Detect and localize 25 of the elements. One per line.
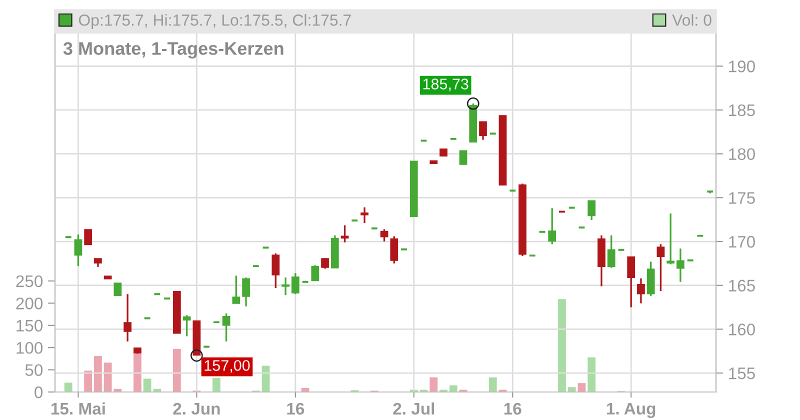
y-tick-label: 180 <box>729 148 755 160</box>
y-tick-label: 170 <box>729 236 755 248</box>
x-tick-label: 15. Mai <box>51 402 105 415</box>
y2-tick-label: 0 <box>34 386 43 398</box>
x-tick-label: 16 <box>287 402 304 415</box>
annotation: 185,73 <box>423 78 468 92</box>
legend-label: Op:175.7, Hi:175.7, Lo:175.5, Cl:175.7 <box>78 14 351 29</box>
x-tick-label: 16 <box>504 402 522 415</box>
text: 3 Monate, 1-Tages-Kerzen <box>63 42 284 59</box>
y-tick-label: 155 <box>729 368 755 380</box>
y2-tick-label: 150 <box>16 320 43 332</box>
y-tick-label: 190 <box>729 60 755 72</box>
y-tick-label: 185 <box>729 104 755 116</box>
x-tick-label: 2. Jul <box>393 402 434 415</box>
x-tick-label: 2. Jun <box>173 402 220 415</box>
y-tick-label: 160 <box>729 324 755 336</box>
y2-tick-label: 100 <box>16 342 43 354</box>
x-tick-label: 1. Aug <box>606 402 656 418</box>
y-tick-label: 165 <box>729 280 755 292</box>
y2-tick-label: 200 <box>16 298 43 310</box>
annotation: 157,00 <box>204 360 250 373</box>
y2-tick-label: 50 <box>25 364 43 376</box>
y-tick-label: 175 <box>729 192 755 204</box>
y2-tick-label: 250 <box>16 275 43 288</box>
legend-label: Vol: 0 <box>672 14 712 26</box>
